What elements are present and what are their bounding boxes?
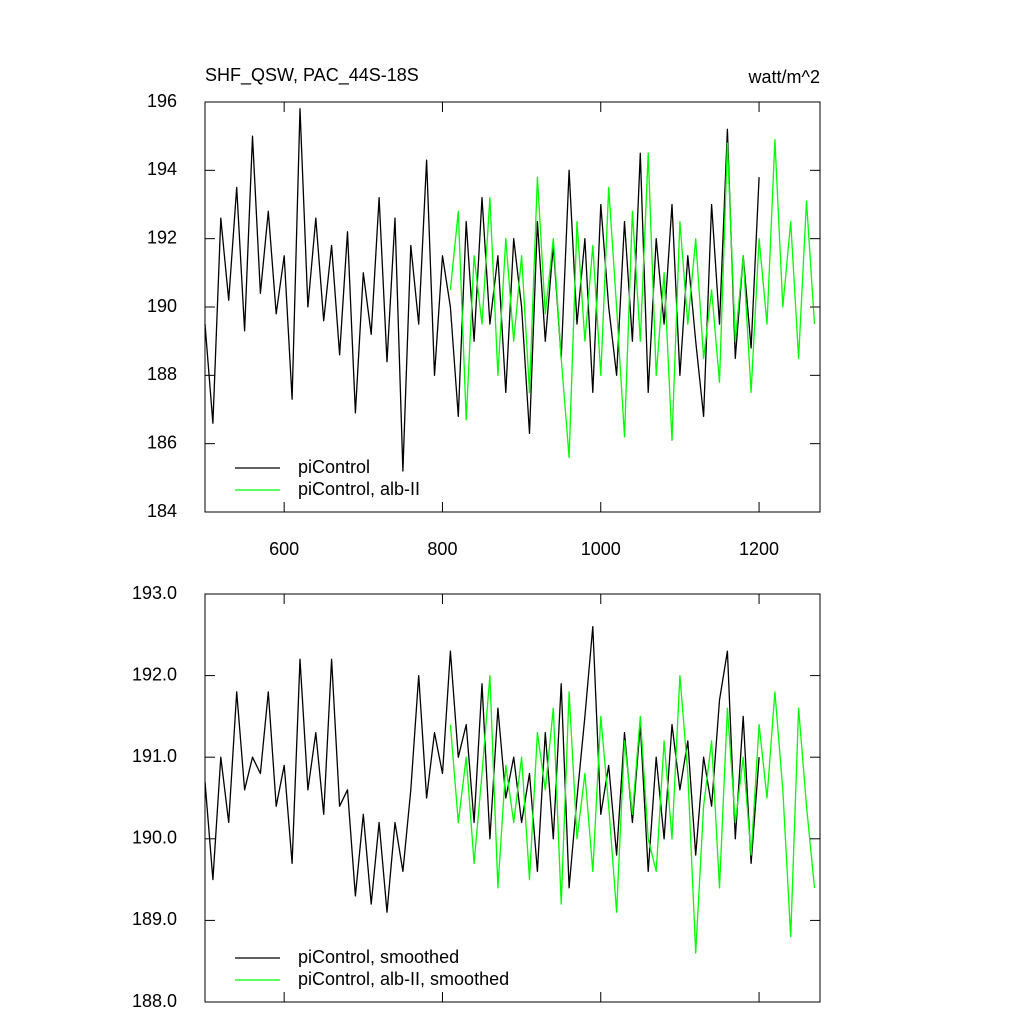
legend-label: piControl, alb-II, smoothed bbox=[298, 969, 509, 989]
series-line bbox=[449, 674, 816, 954]
y-tick-label: 192.0 bbox=[132, 664, 177, 684]
x-tick-label: 1000 bbox=[581, 539, 621, 559]
y-tick-label: 192 bbox=[147, 227, 177, 247]
y-tick-label: 188.0 bbox=[132, 991, 177, 1011]
x-tick-label: 800 bbox=[427, 539, 457, 559]
series-line bbox=[449, 138, 816, 458]
legend-label: piControl, smoothed bbox=[298, 947, 459, 967]
y-tick-label: 186 bbox=[147, 432, 177, 452]
legend-label: piControl, alb-II bbox=[298, 479, 420, 499]
y-tick-label: 196 bbox=[147, 91, 177, 111]
legend-label: piControl bbox=[298, 457, 370, 477]
y-tick-label: 188 bbox=[147, 364, 177, 384]
y-tick-label: 184 bbox=[147, 501, 177, 521]
y-tick-label: 190 bbox=[147, 296, 177, 316]
y-tick-label: 189.0 bbox=[132, 909, 177, 929]
series-line bbox=[204, 108, 760, 472]
units-label: watt/m^2 bbox=[748, 67, 820, 87]
y-tick-label: 194 bbox=[147, 159, 177, 179]
series-line bbox=[204, 625, 760, 913]
chart-title: SHF_QSW, PAC_44S-18S bbox=[205, 65, 419, 86]
x-tick-label: 600 bbox=[269, 539, 299, 559]
y-tick-label: 193.0 bbox=[132, 583, 177, 603]
y-tick-label: 190.0 bbox=[132, 828, 177, 848]
plot-frame bbox=[204, 593, 821, 1003]
y-tick-label: 191.0 bbox=[132, 746, 177, 766]
x-tick-label: 1200 bbox=[739, 539, 779, 559]
